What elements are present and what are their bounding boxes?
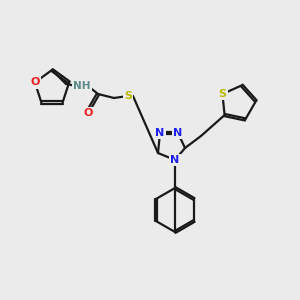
Text: N: N <box>170 155 180 165</box>
Text: O: O <box>30 77 40 87</box>
Text: NH: NH <box>73 81 91 91</box>
Text: O: O <box>83 108 93 118</box>
Text: N: N <box>155 128 165 138</box>
Text: S: S <box>124 91 132 101</box>
Text: N: N <box>173 128 183 138</box>
Text: S: S <box>218 89 226 99</box>
